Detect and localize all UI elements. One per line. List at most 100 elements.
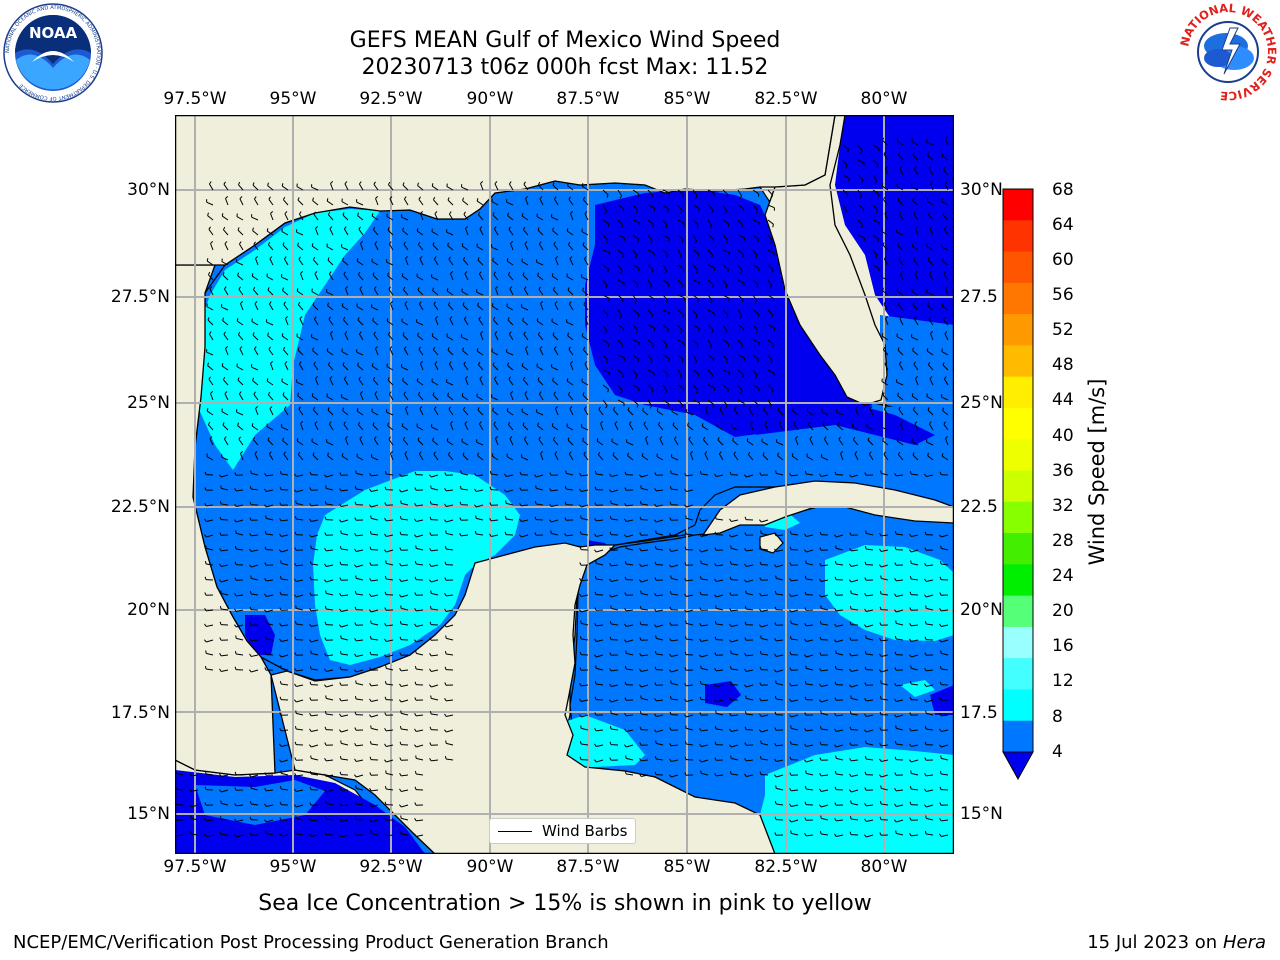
wind-barb-flag [354,727,357,731]
wind-barb [866,758,874,761]
wind-barb-flag [637,239,639,243]
wind-barb [602,294,610,299]
wind-barb-flag [282,346,286,350]
wind-barb-flag [234,472,237,476]
wind-barb [692,354,698,362]
colorbar-label: Wind Speed [m/s] [1085,378,1109,566]
wind-barb-flag [759,577,762,581]
wind-barb [356,803,364,806]
wind-barb [476,396,484,401]
wind-barb [584,213,589,221]
wind-barb [326,608,334,611]
wind-barb [896,819,904,823]
wind-barb [752,219,760,224]
wind-barb-flag [882,392,885,396]
wind-barb [416,652,424,656]
wind-barb [701,473,709,476]
wind-barb [737,219,744,226]
wind-barb [206,668,214,671]
wind-barb-flag [219,579,222,583]
wind-barb-flag [849,726,852,730]
wind-barb-flag [431,333,434,337]
wind-barb [432,394,439,401]
wind-barb-flag [864,561,867,565]
wind-barb [296,381,304,386]
wind-barb-flag [714,620,717,625]
wind-barb [476,533,484,536]
wind-barb-flag [315,376,319,379]
wind-barb [581,638,589,641]
wind-barb-flag [624,681,627,685]
wind-barb [926,623,934,626]
wind-barb-flag [327,211,331,215]
wind-barb-flag [519,487,522,491]
wind-barb [357,319,364,326]
wind-barb [371,365,379,371]
wind-barb-flag [774,637,777,642]
wind-barb-flag [384,533,387,537]
wind-barb [941,624,949,627]
wind-barb [402,380,409,386]
wind-barb [206,563,214,566]
wind-barb [752,264,760,269]
wind-barb [296,474,304,477]
wind-barb [416,547,424,551]
wind-barb [478,423,484,431]
wind-barb [662,204,669,210]
wind-barb-flag [309,697,312,701]
wind-barb-flag [370,830,372,834]
wind-barb-flag [300,271,304,274]
wind-barb-flag [524,391,528,395]
wind-barb-flag [523,181,526,185]
wind-barb-flag [384,785,387,790]
wind-barb-flag [926,348,929,352]
wind-barb [552,184,559,191]
wind-barb-flag [667,329,669,333]
wind-barb-flag [685,725,687,729]
wind-barb [731,744,739,748]
wind-barb-flag [369,682,372,687]
wind-barb [491,246,499,251]
wind-barb [776,669,784,673]
wind-barb [836,639,844,643]
wind-barb [416,757,424,761]
wind-barb-flag [210,391,214,394]
wind-barb [632,204,639,211]
wind-barb [402,334,409,341]
wind-barb-flag [924,788,927,792]
wind-barb [686,533,694,536]
wind-barb-flag [864,729,867,733]
wind-barb [632,354,639,360]
wind-barb-flag [550,530,552,534]
wind-barb [722,354,729,361]
wind-barb [209,438,214,446]
wind-barb [387,229,394,236]
lon-label-top: 85°W [663,89,711,109]
wind-barb [866,714,874,717]
wind-barb-flag [899,361,902,365]
wind-barb [581,276,589,281]
wind-barb [506,518,514,521]
wind-barb [581,594,589,597]
wind-barb-flag [309,576,312,580]
wind-barb [602,279,608,286]
wind-barb-flag [759,682,762,686]
wind-barb [236,653,244,656]
wind-barb-flag [900,271,904,274]
wind-barb [374,393,379,401]
wind-barb [881,549,889,552]
wind-barb-flag [757,359,759,363]
wind-barb [626,639,634,643]
wind-barb-flag [939,607,942,612]
wind-barb-flag [384,549,387,553]
wind-barb-flag [267,241,271,245]
wind-barb [416,321,424,326]
wind-barb-flag [598,406,601,410]
wind-barb-flag [282,242,285,246]
wind-barb [463,214,469,221]
wind-barb [776,564,784,568]
wind-barb [358,333,364,341]
colorbar-tick: 60 [1052,250,1074,270]
wind-barb-flag [204,502,207,507]
wind-barb-flag [537,181,541,185]
